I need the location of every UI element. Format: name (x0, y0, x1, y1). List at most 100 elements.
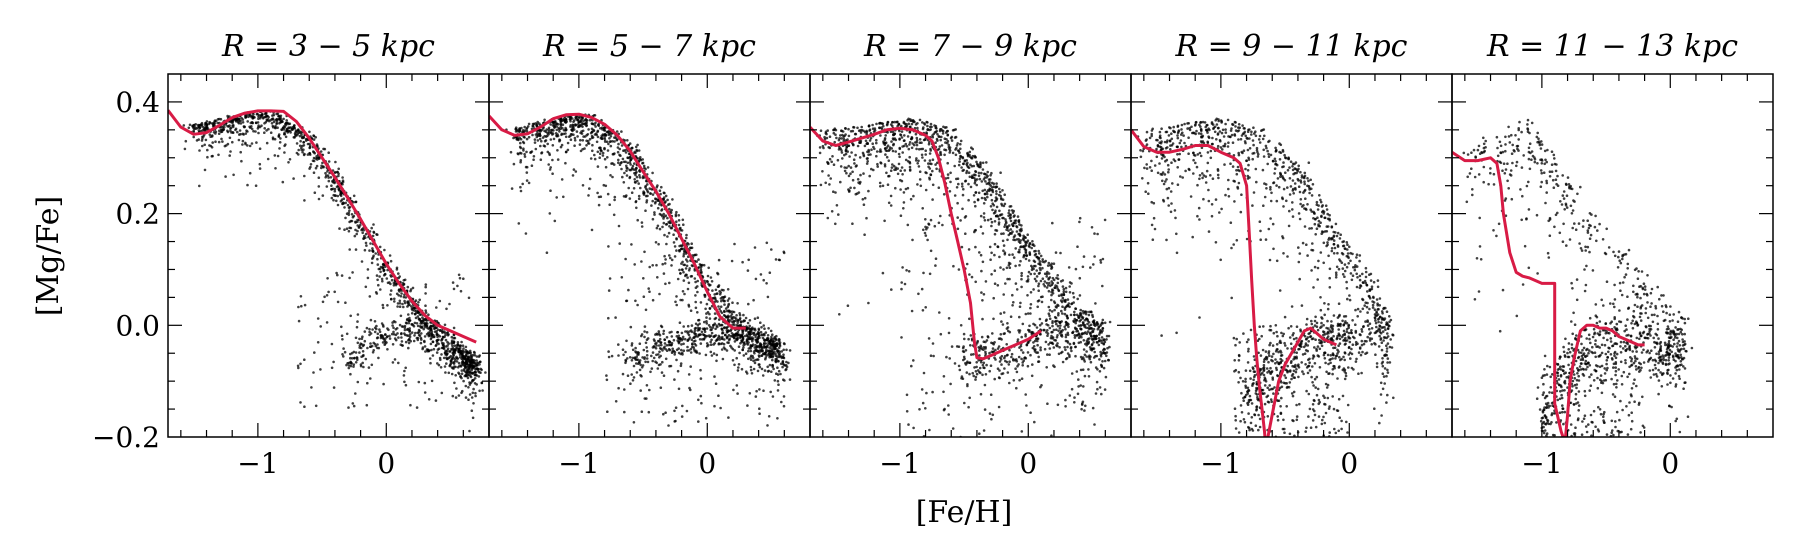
data-point (887, 201, 891, 205)
data-point (894, 138, 898, 142)
data-point (581, 125, 584, 128)
data-point (326, 174, 330, 177)
data-point (299, 139, 302, 143)
data-point (1073, 310, 1076, 314)
scatter-series-2 (816, 117, 1111, 437)
data-point (878, 181, 882, 185)
data-point (925, 171, 928, 175)
data-point (408, 333, 412, 336)
data-point (959, 155, 963, 158)
data-point (760, 326, 763, 329)
data-point (782, 395, 786, 398)
data-point (744, 334, 747, 338)
data-point (516, 130, 519, 133)
data-point (607, 289, 611, 292)
data-point (883, 141, 886, 144)
data-point (1092, 327, 1096, 331)
data-point (525, 126, 529, 130)
data-point (443, 335, 446, 339)
data-point (630, 191, 634, 194)
data-point (527, 181, 531, 185)
data-point (712, 323, 715, 327)
data-point (603, 126, 607, 129)
data-point (964, 232, 967, 235)
data-point (937, 147, 941, 151)
model-track-line (489, 112, 746, 330)
data-point (617, 386, 620, 390)
data-point (616, 146, 620, 149)
data-point (713, 375, 716, 378)
data-point (563, 119, 567, 122)
data-point (734, 317, 738, 320)
data-point (898, 155, 901, 159)
data-point (716, 300, 719, 303)
data-point (839, 134, 842, 137)
data-point (340, 274, 344, 277)
data-point (240, 116, 243, 120)
data-point (260, 124, 263, 127)
data-point (637, 194, 641, 198)
data-point (725, 326, 728, 329)
data-point (1041, 260, 1044, 263)
data-point (635, 371, 639, 374)
data-point (415, 336, 419, 340)
data-point (646, 166, 650, 169)
data-point (622, 149, 625, 152)
data-point (857, 191, 861, 194)
data-point (605, 140, 609, 143)
data-point (313, 351, 316, 354)
data-point (239, 122, 243, 125)
data-point (538, 132, 541, 136)
data-point (368, 330, 371, 334)
data-point (336, 273, 339, 277)
data-point (603, 138, 607, 141)
data-point (475, 359, 478, 362)
data-point (1048, 281, 1051, 285)
data-point (960, 182, 964, 186)
data-point (725, 349, 729, 352)
data-point (417, 301, 420, 304)
data-point (354, 248, 358, 251)
data-point (941, 132, 945, 135)
data-point (366, 276, 370, 280)
data-point (742, 344, 745, 347)
data-point (733, 363, 736, 367)
data-point (298, 144, 302, 148)
data-point (519, 146, 523, 150)
data-point (284, 135, 288, 139)
data-point (902, 207, 905, 210)
data-point (317, 197, 321, 201)
data-point (590, 136, 594, 140)
data-point (867, 301, 870, 305)
data-point (659, 386, 663, 390)
data-point (741, 348, 744, 352)
data-point (1026, 233, 1029, 236)
data-point (682, 223, 685, 226)
data-point (627, 186, 630, 190)
panel-2: −1 0R = 5 − 7 kpc (488, 29, 811, 480)
data-point (360, 355, 363, 359)
data-point (879, 185, 882, 188)
data-point (522, 147, 525, 150)
data-point (316, 144, 319, 148)
data-point (694, 344, 698, 347)
data-point (676, 369, 680, 373)
data-point (228, 124, 231, 127)
data-point (588, 187, 591, 190)
data-point (399, 294, 403, 298)
data-point (1096, 387, 1099, 391)
data-point (959, 147, 962, 151)
data-point (658, 292, 661, 296)
data-point (436, 362, 439, 365)
data-point (626, 161, 630, 165)
data-point (583, 135, 587, 138)
data-point (712, 296, 715, 300)
data-point (430, 379, 434, 383)
data-point (564, 129, 567, 132)
data-point (936, 139, 939, 142)
data-point (312, 159, 316, 163)
data-point (756, 316, 760, 320)
data-point (552, 137, 556, 141)
data-point (1029, 306, 1032, 310)
data-point (621, 348, 625, 352)
